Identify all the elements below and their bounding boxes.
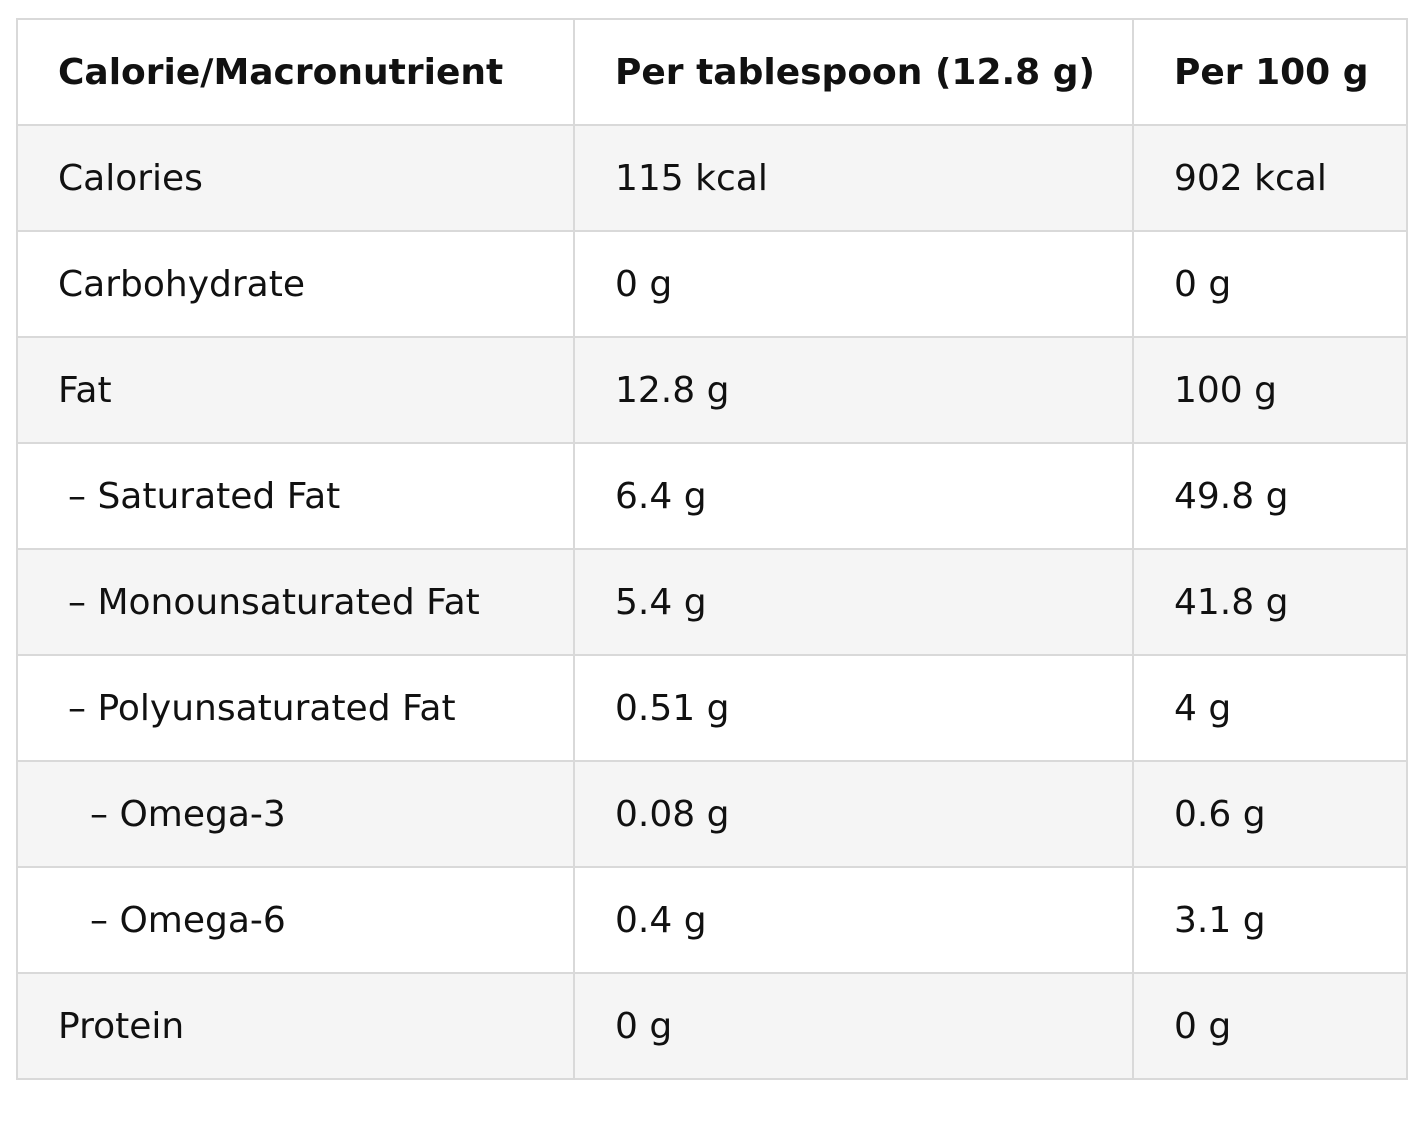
per-100g-value: 0 g <box>1132 230 1408 338</box>
table-header: Calorie/Macronutrient Per tablespoon (12… <box>16 18 1408 126</box>
per-100g-value: 902 kcal <box>1132 124 1408 232</box>
table-row: – Polyunsaturated Fat 0.51 g 4 g <box>16 654 1408 762</box>
column-header-macronutrient: Calorie/Macronutrient <box>16 18 575 126</box>
header-row: Calorie/Macronutrient Per tablespoon (12… <box>16 18 1408 126</box>
per-tablespoon-value: 6.4 g <box>573 442 1134 550</box>
nutrient-name: – Saturated Fat <box>16 442 575 550</box>
table-row: – Omega-6 0.4 g 3.1 g <box>16 866 1408 974</box>
per-100g-value: 0 g <box>1132 972 1408 1080</box>
per-tablespoon-value: 115 kcal <box>573 124 1134 232</box>
per-tablespoon-value: 0 g <box>573 972 1134 1080</box>
nutrient-name: – Omega-3 <box>16 760 575 868</box>
table-row: – Omega-3 0.08 g 0.6 g <box>16 760 1408 868</box>
table-row: Protein 0 g 0 g <box>16 972 1408 1080</box>
nutrient-name: – Monounsaturated Fat <box>16 548 575 656</box>
per-tablespoon-value: 0.08 g <box>573 760 1134 868</box>
nutrition-table: Calorie/Macronutrient Per tablespoon (12… <box>16 18 1408 1080</box>
per-tablespoon-value: 0 g <box>573 230 1134 338</box>
table-body: Calories 115 kcal 902 kcal Carbohydrate … <box>16 124 1408 1080</box>
nutrient-name: – Omega-6 <box>16 866 575 974</box>
table-row: Carbohydrate 0 g 0 g <box>16 230 1408 338</box>
nutrient-name: Fat <box>16 336 575 444</box>
column-header-per-100g: Per 100 g <box>1132 18 1408 126</box>
column-header-per-tablespoon: Per tablespoon (12.8 g) <box>573 18 1134 126</box>
nutrient-name: – Polyunsaturated Fat <box>16 654 575 762</box>
per-100g-value: 49.8 g <box>1132 442 1408 550</box>
table-row: Fat 12.8 g 100 g <box>16 336 1408 444</box>
nutrient-name: Carbohydrate <box>16 230 575 338</box>
per-100g-value: 41.8 g <box>1132 548 1408 656</box>
per-tablespoon-value: 12.8 g <box>573 336 1134 444</box>
per-tablespoon-value: 5.4 g <box>573 548 1134 656</box>
per-tablespoon-value: 0.51 g <box>573 654 1134 762</box>
nutrient-name: Protein <box>16 972 575 1080</box>
per-100g-value: 100 g <box>1132 336 1408 444</box>
table-row: – Monounsaturated Fat 5.4 g 41.8 g <box>16 548 1408 656</box>
table-row: – Saturated Fat 6.4 g 49.8 g <box>16 442 1408 550</box>
per-100g-value: 3.1 g <box>1132 866 1408 974</box>
table-row: Calories 115 kcal 902 kcal <box>16 124 1408 232</box>
per-100g-value: 0.6 g <box>1132 760 1408 868</box>
nutrient-name: Calories <box>16 124 575 232</box>
per-tablespoon-value: 0.4 g <box>573 866 1134 974</box>
per-100g-value: 4 g <box>1132 654 1408 762</box>
